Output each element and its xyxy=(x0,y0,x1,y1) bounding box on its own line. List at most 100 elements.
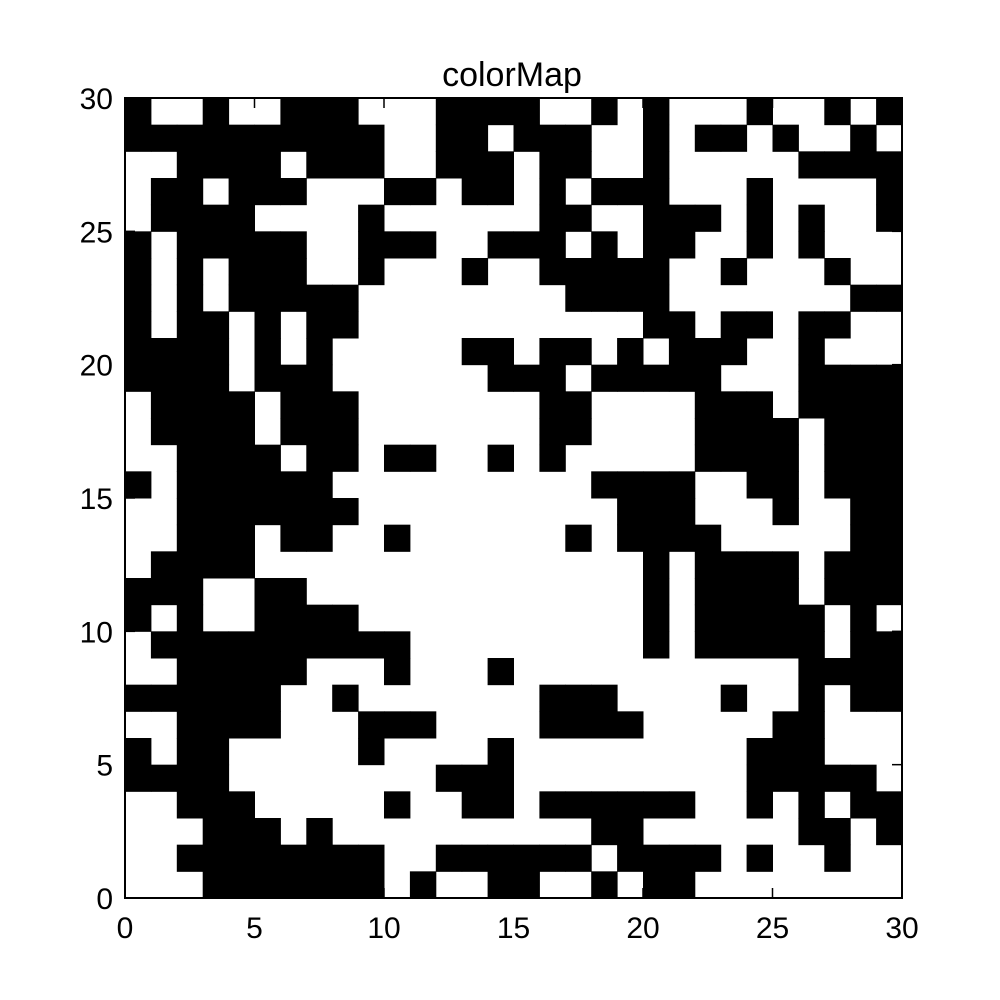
heatmap-cell xyxy=(176,524,204,552)
heatmap-cell xyxy=(746,551,773,579)
heatmap-cell xyxy=(125,578,152,606)
heatmap-cell xyxy=(202,151,230,179)
heatmap-cell xyxy=(694,124,722,152)
heatmap-cell xyxy=(125,98,152,126)
heatmap-cell xyxy=(228,498,255,526)
heatmap-cell xyxy=(202,738,230,766)
heatmap-cell xyxy=(358,871,385,899)
heatmap-cell xyxy=(202,871,230,899)
heatmap-cell xyxy=(876,551,903,579)
heatmap-cell xyxy=(202,444,230,472)
heatmap-cell xyxy=(850,284,877,312)
heatmap-cell xyxy=(565,711,592,739)
heatmap-cell xyxy=(746,471,773,499)
heatmap-cell xyxy=(487,98,514,126)
heatmap-cell xyxy=(876,818,903,846)
heatmap-cell xyxy=(280,578,307,606)
heatmap-cell xyxy=(643,471,670,499)
x-tick-label: 10 xyxy=(367,912,400,945)
heatmap-cell xyxy=(876,151,903,179)
heatmap-cell xyxy=(306,871,333,899)
heatmap-cell xyxy=(694,204,722,232)
heatmap-cell xyxy=(202,471,230,499)
heatmap-cell xyxy=(202,684,230,712)
heatmap-cell xyxy=(150,418,178,446)
heatmap-cell xyxy=(643,791,670,819)
heatmap-cell xyxy=(280,498,307,526)
heatmap-cell xyxy=(280,844,307,872)
heatmap-cell xyxy=(487,871,514,899)
heatmap-cell xyxy=(850,631,877,659)
heatmap-cell xyxy=(565,284,592,312)
heatmap-cell xyxy=(643,364,670,392)
heatmap-cell xyxy=(150,551,178,579)
heatmap-cell xyxy=(539,124,566,152)
heatmap-cell xyxy=(125,124,152,152)
heatmap-cell xyxy=(798,311,825,339)
heatmap-cell xyxy=(306,124,333,152)
heatmap-cell xyxy=(539,338,566,366)
heatmap-cell xyxy=(254,178,281,206)
heatmap-cell xyxy=(876,364,903,392)
heatmap-cell xyxy=(461,151,489,179)
heatmap-cell xyxy=(746,844,773,872)
x-tick-label: 25 xyxy=(756,912,789,945)
heatmap-cell xyxy=(850,658,877,686)
heatmap-cell xyxy=(358,204,385,232)
heatmap-cell xyxy=(228,178,255,206)
heatmap-cell xyxy=(202,311,230,339)
heatmap-cell xyxy=(202,418,230,446)
y-tick-label: 10 xyxy=(80,616,113,649)
heatmap-cell xyxy=(202,524,230,552)
heatmap-cell xyxy=(591,684,618,712)
heatmap-cell xyxy=(694,578,722,606)
heatmap-cell xyxy=(409,871,437,899)
heatmap-cell xyxy=(487,738,514,766)
heatmap-cell xyxy=(798,391,825,419)
heatmap-cell xyxy=(824,578,851,606)
heatmap-cell xyxy=(228,471,255,499)
heatmap-cell xyxy=(435,98,463,126)
heatmap-cell xyxy=(332,98,359,126)
heatmap-cell xyxy=(643,551,670,579)
heatmap-cell xyxy=(306,98,333,126)
heatmap-cell xyxy=(202,844,230,872)
heatmap-cell xyxy=(668,204,696,232)
heatmap-cell xyxy=(720,418,748,446)
heatmap-cell xyxy=(306,391,333,419)
heatmap-cell xyxy=(125,231,152,259)
heatmap-cell xyxy=(176,471,204,499)
heatmap-cell xyxy=(720,311,748,339)
heatmap-cell xyxy=(176,551,204,579)
heatmap-cell xyxy=(176,844,204,872)
heatmap-cell xyxy=(824,764,851,792)
heatmap-cell xyxy=(643,124,670,152)
heatmap-cell xyxy=(254,578,281,606)
heatmap-cell xyxy=(487,764,514,792)
heatmap-cell xyxy=(487,844,514,872)
heatmap-cell xyxy=(850,498,877,526)
heatmap-cell xyxy=(176,631,204,659)
heatmap-cell xyxy=(643,178,670,206)
heatmap-cell xyxy=(358,124,385,152)
heatmap-cell xyxy=(617,791,644,819)
heatmap-cell xyxy=(617,284,644,312)
heatmap-cell xyxy=(254,871,281,899)
heatmap-cell xyxy=(617,471,644,499)
heatmap-cell xyxy=(668,871,696,899)
heatmap-cell xyxy=(617,178,644,206)
heatmap-cell xyxy=(746,418,773,446)
heatmap-cell xyxy=(850,764,877,792)
heatmap-cell xyxy=(772,444,799,472)
heatmap-cell xyxy=(876,631,903,659)
heatmap-cell xyxy=(228,418,255,446)
heatmap-cell xyxy=(332,498,359,526)
heatmap-cell xyxy=(435,844,463,872)
heatmap-cell xyxy=(643,311,670,339)
heatmap-cell xyxy=(720,391,748,419)
heatmap-cell xyxy=(254,498,281,526)
heatmap-cell xyxy=(332,844,359,872)
heatmap-cell xyxy=(798,631,825,659)
heatmap-cell xyxy=(125,764,152,792)
heatmap-cell xyxy=(876,178,903,206)
